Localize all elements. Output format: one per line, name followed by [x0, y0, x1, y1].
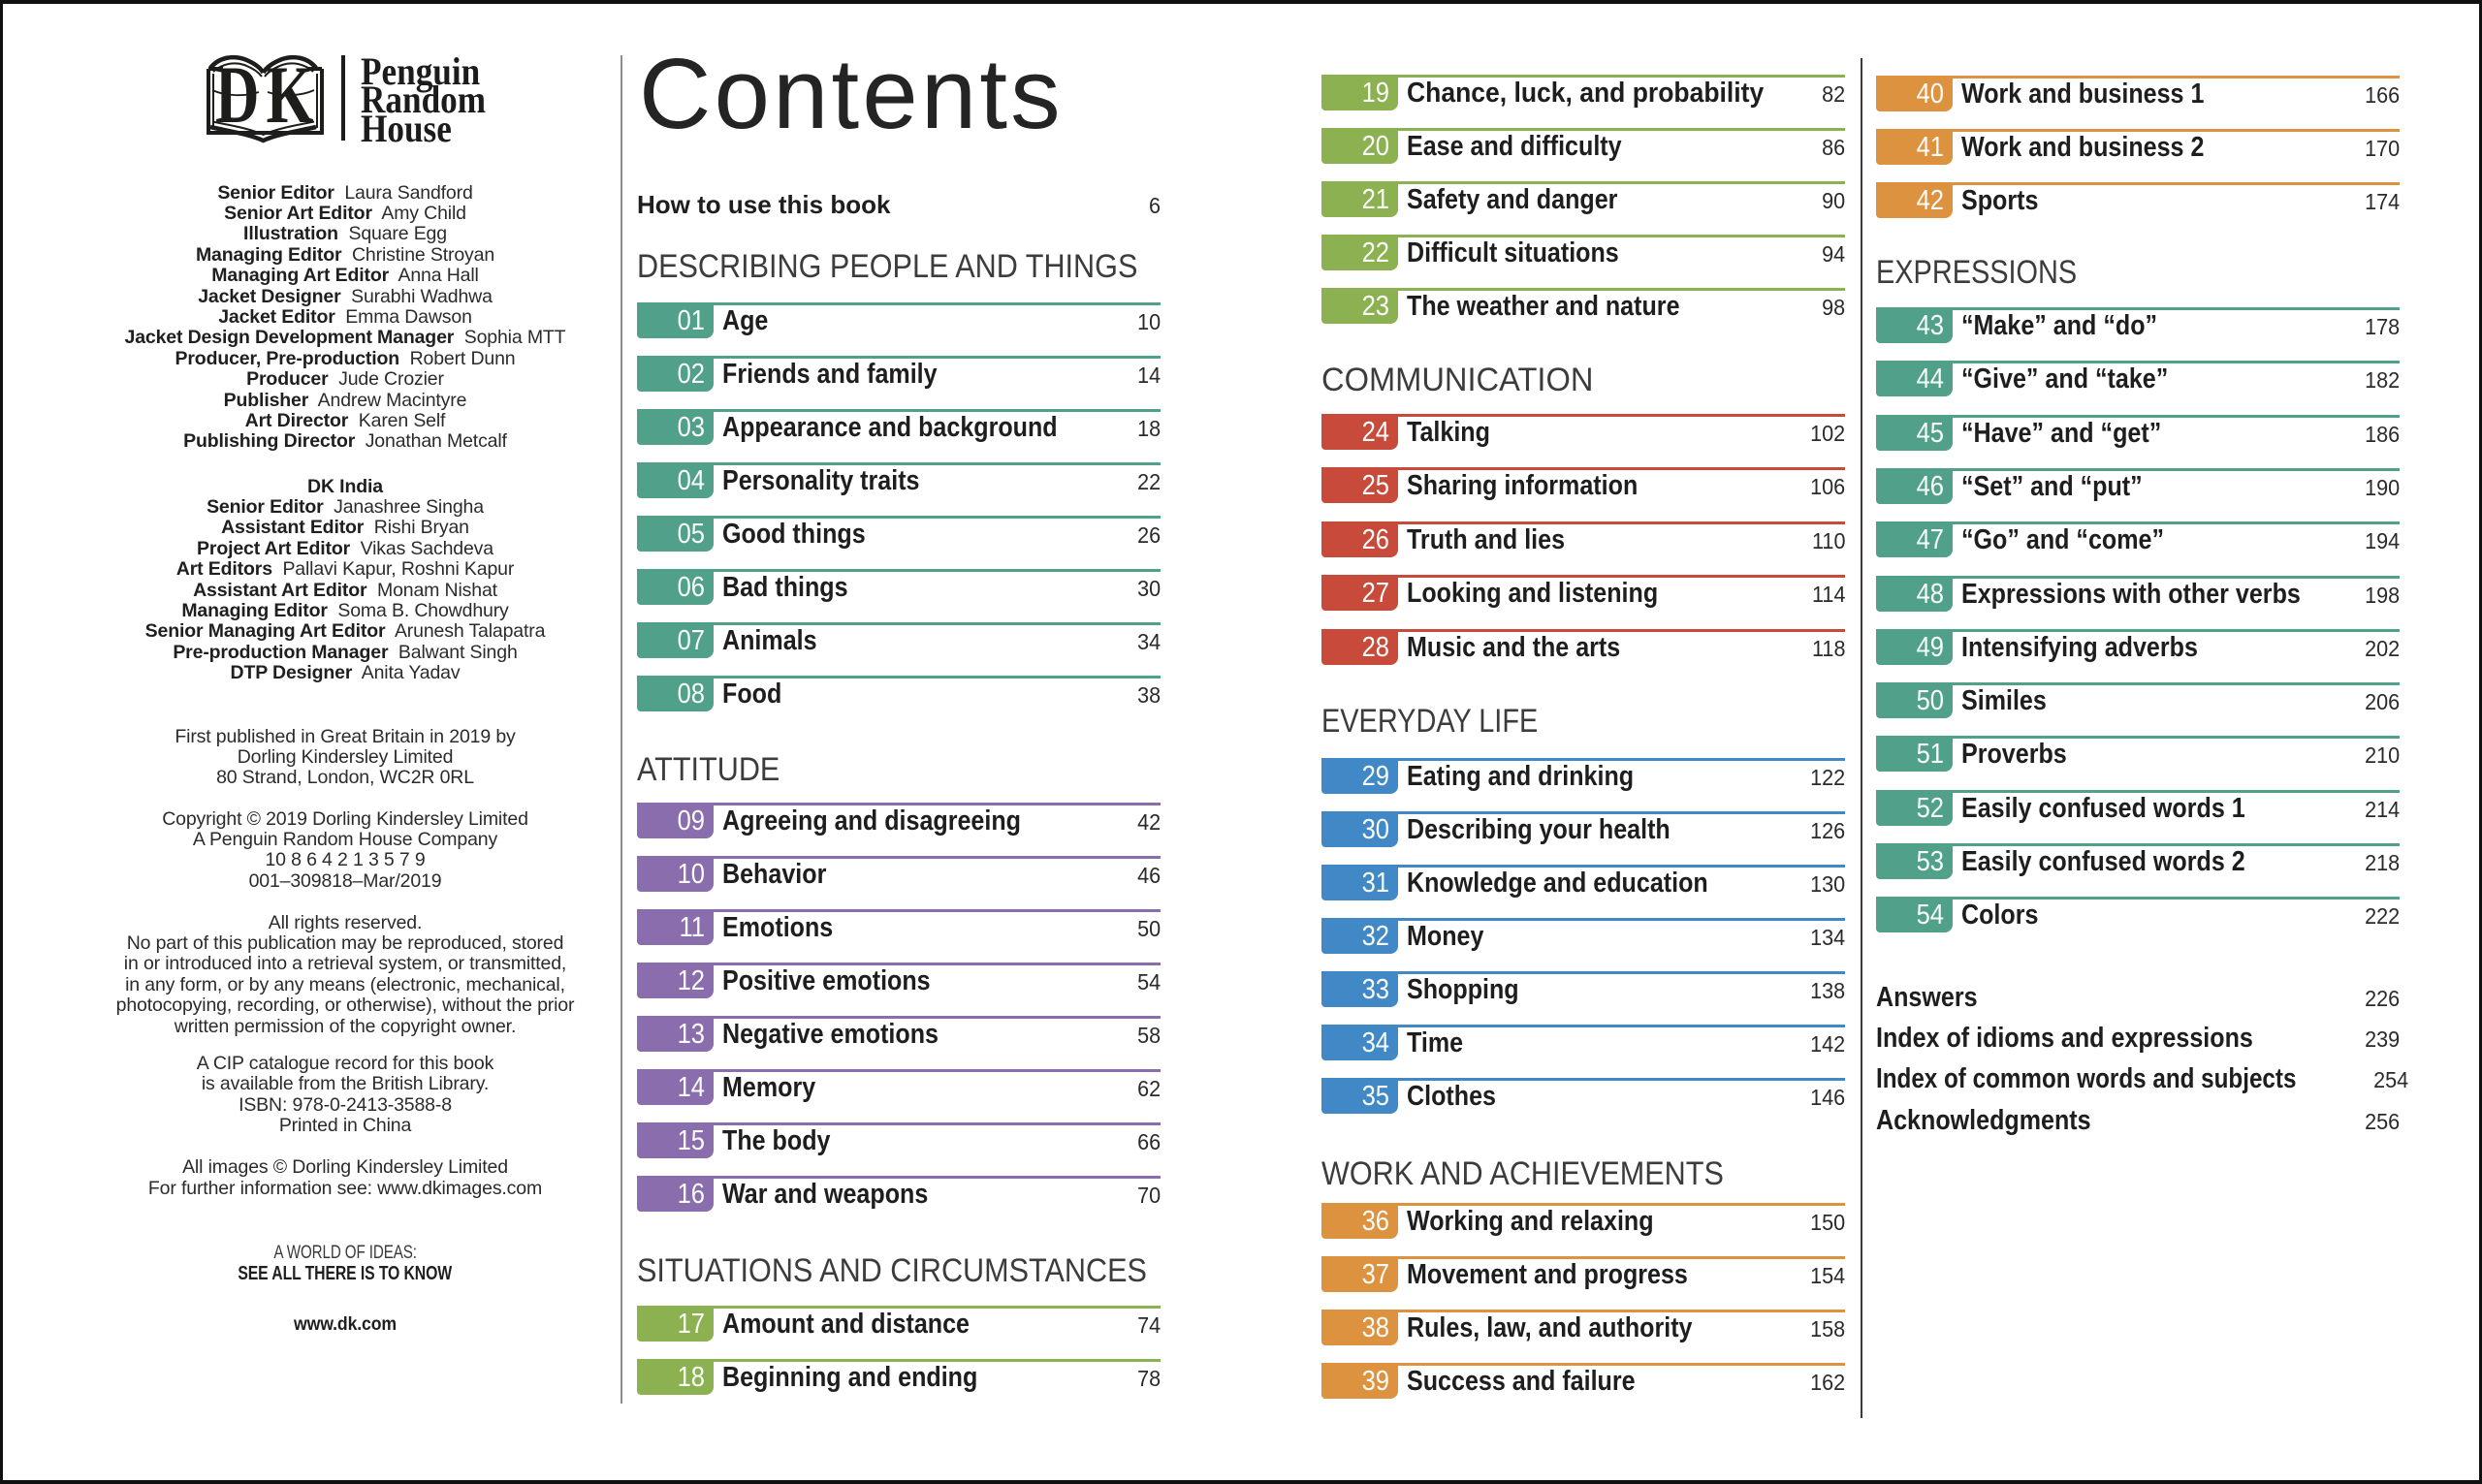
svg-text:K: K — [267, 53, 314, 141]
svg-text:D: D — [215, 53, 259, 141]
